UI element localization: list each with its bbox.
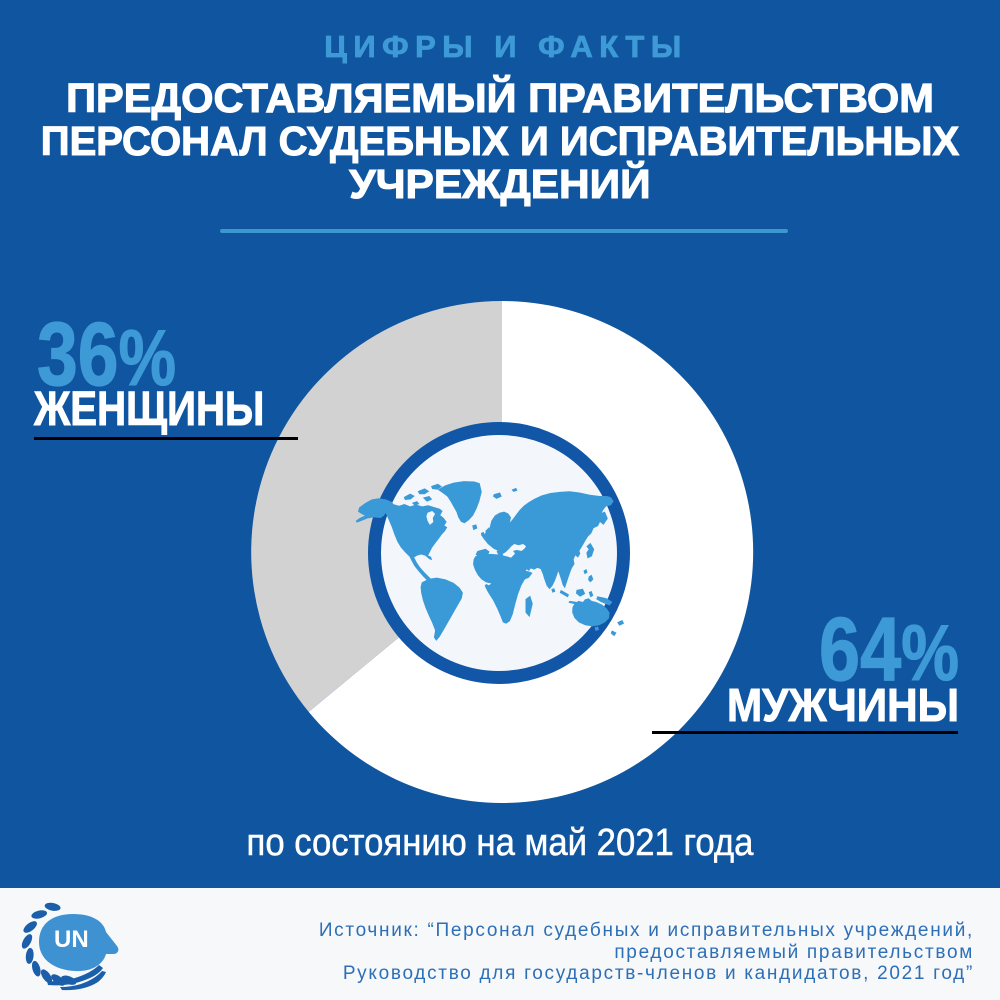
svg-text:UN: UN	[54, 926, 89, 953]
